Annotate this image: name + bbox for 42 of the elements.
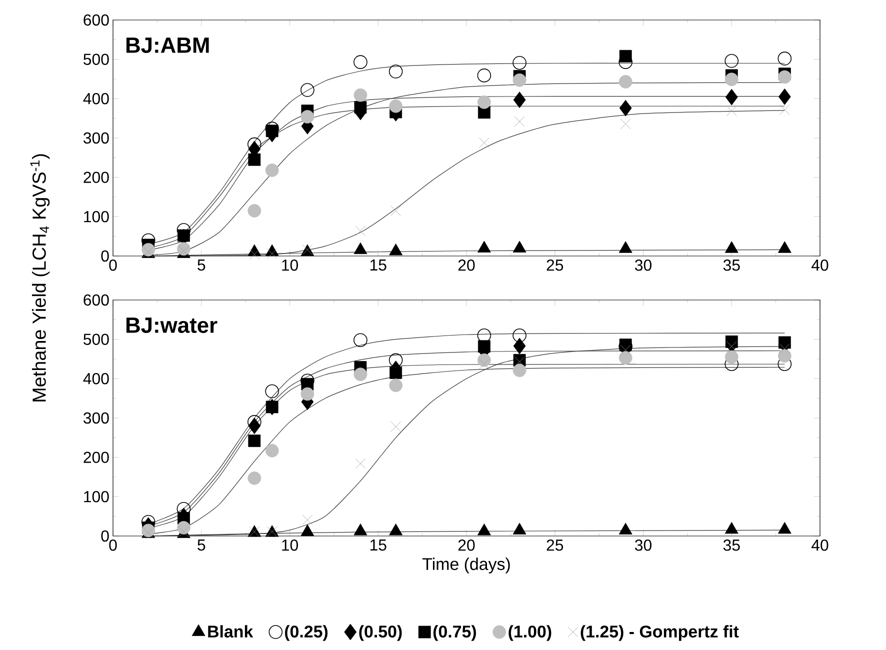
- y-axis-title: Methane Yield (LCH$_{4}$ KgVS$^{-1}$): [30, 154, 50, 402]
- legend-label: (1.25) - Gompertz fit: [580, 625, 739, 641]
- y-tick-label: 200: [84, 172, 109, 183]
- y-tick-label: 100: [84, 491, 109, 502]
- legend-label: (0.50): [359, 625, 402, 641]
- x-tick-label: 25: [546, 260, 564, 271]
- x-tick-label: 15: [370, 260, 386, 271]
- y-tick-label: 500: [84, 54, 109, 65]
- x-tick-label: 35: [723, 540, 740, 551]
- x-tick-label: 40: [812, 260, 828, 271]
- x-tick-label: 5: [198, 260, 206, 271]
- x-tick-label: 5: [198, 540, 206, 551]
- y-tick-label: 400: [83, 93, 109, 104]
- x-tick-label: 20: [458, 540, 475, 551]
- legend-label: (1.00): [508, 625, 552, 641]
- y-tick-label: 600: [84, 14, 109, 26]
- y-tick-label: 600: [84, 294, 109, 306]
- x-tick-label: 25: [546, 540, 564, 551]
- y-tick-label: 300: [83, 132, 109, 144]
- x-tick-label: 10: [282, 540, 298, 551]
- x-axis-title: Time (days): [422, 558, 510, 574]
- x-tick-label: 35: [723, 260, 740, 271]
- x-tick-label: 0: [109, 260, 117, 271]
- y-tick-label: 100: [84, 211, 109, 222]
- y-tick-label: 300: [83, 412, 109, 424]
- annotation: BJ:ABM: [126, 38, 209, 53]
- x-tick-label: 40: [812, 540, 828, 551]
- x-tick-label: 15: [370, 540, 386, 551]
- y-tick-label: 400: [83, 373, 109, 384]
- x-tick-label: 10: [282, 260, 298, 271]
- y-tick-label: 200: [84, 452, 109, 463]
- y-tick-label: 0: [101, 250, 109, 262]
- x-tick-label: 30: [635, 260, 652, 271]
- legend-label: (0.25): [284, 625, 328, 641]
- annotation: BJ:water: [126, 318, 218, 333]
- legend-label: (0.75): [433, 625, 476, 641]
- y-tick-label: 500: [84, 334, 109, 345]
- x-tick-label: 0: [109, 540, 117, 551]
- x-tick-label: 20: [458, 260, 475, 271]
- y-tick-label: 0: [101, 530, 109, 542]
- x-tick-label: 30: [635, 540, 652, 551]
- legend-label: Blank: [208, 625, 254, 638]
